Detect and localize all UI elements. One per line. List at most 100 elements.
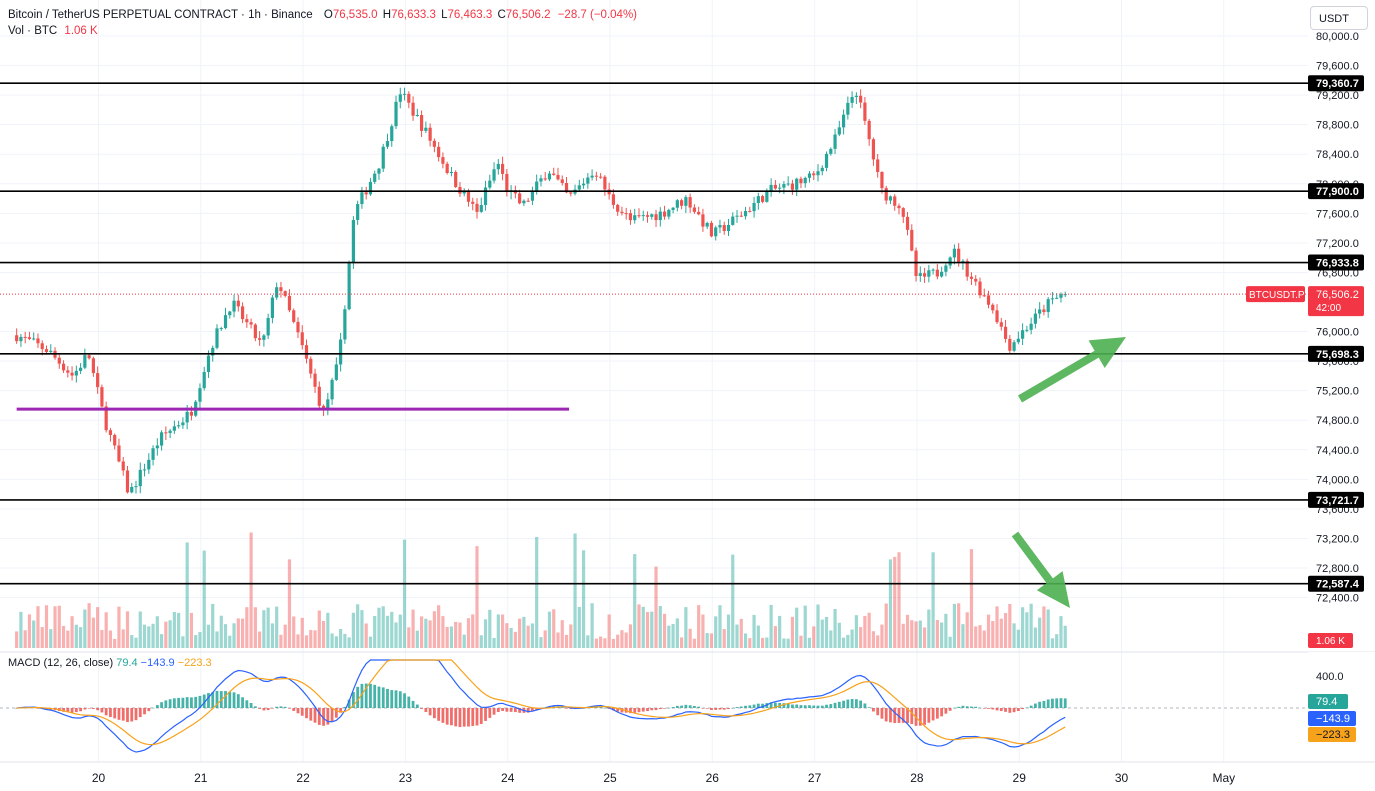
- macd-histogram-bar: [96, 708, 100, 711]
- macd-histogram-bar: [765, 703, 769, 708]
- candle-body: [407, 93, 411, 103]
- volume-bar: [330, 633, 334, 648]
- level-price-label: 77,900.0: [1316, 186, 1359, 198]
- candle-body: [432, 140, 436, 147]
- candle-body: [368, 181, 373, 195]
- volume-label[interactable]: Vol · BTC: [8, 25, 58, 37]
- candle-body: [897, 205, 901, 209]
- candle-body: [1008, 338, 1012, 351]
- time-axis: 20 21 22 23 24 25 26 27 28 29 30 May: [0, 761, 1375, 785]
- up-arrow-annotation: [1017, 337, 1126, 403]
- candle-body: [334, 364, 338, 380]
- macd-histogram-bar: [603, 707, 607, 709]
- candle-body: [709, 222, 714, 237]
- macd-histogram-bar: [509, 708, 513, 712]
- macd-histogram-bar: [974, 706, 978, 708]
- volume-bar: [488, 609, 492, 648]
- volume-bar: [773, 626, 777, 648]
- macd-histogram-bar: [241, 697, 244, 708]
- candle-body: [662, 211, 667, 217]
- candle-body: [142, 469, 147, 471]
- volume-bar: [743, 633, 748, 648]
- volume-bar: [641, 606, 645, 648]
- candle-body: [803, 177, 807, 184]
- volume-bar: [590, 603, 594, 648]
- volume-bar: [134, 637, 138, 648]
- volume-bar: [1012, 623, 1016, 648]
- volume-bar: [854, 615, 858, 648]
- macd-histogram-bar: [91, 708, 95, 709]
- volume-bar: [1025, 612, 1029, 648]
- volume-tag: [1308, 633, 1353, 648]
- macd-histogram-bar: [897, 708, 901, 723]
- x-tick-label: May: [1212, 771, 1235, 785]
- candle-body: [816, 171, 820, 176]
- macd-histogram-bar: [351, 692, 355, 708]
- macd-histogram-bar: [688, 705, 692, 708]
- candle-body: [360, 192, 364, 205]
- macd-histogram-bar: [1042, 700, 1046, 708]
- candle-body: [211, 347, 215, 356]
- candle-body: [628, 213, 633, 221]
- macd-histogram-bar: [773, 702, 777, 708]
- macd-histogram-bar: [607, 708, 611, 709]
- currency-button[interactable]: USDT: [1310, 6, 1368, 30]
- volume-bar: [995, 606, 999, 648]
- volume-bar: [1042, 606, 1046, 648]
- macd-histogram-bar: [488, 708, 492, 718]
- candle-body: [330, 379, 334, 400]
- x-tick-label: 28: [910, 771, 924, 785]
- macd-histogram-bar: [795, 704, 799, 708]
- macd-histogram-bar: [535, 708, 539, 710]
- candle-body: [722, 225, 726, 232]
- volume-bar: [32, 620, 36, 648]
- macd-histogram-bar: [394, 690, 398, 708]
- macd-histogram-bar: [207, 693, 210, 708]
- volume-bar: [658, 606, 662, 648]
- candle-body: [1003, 326, 1008, 339]
- volume-bar: [125, 611, 130, 648]
- macd-histogram-bar: [701, 708, 705, 709]
- macd-histogram-bar: [565, 708, 568, 709]
- candle-body: [735, 215, 739, 217]
- volume-bar: [940, 622, 944, 648]
- macd-histogram-bar: [177, 697, 181, 708]
- macd-histogram-bar: [245, 700, 249, 708]
- volume-bar: [667, 625, 671, 648]
- volume-bar: [986, 614, 991, 648]
- candle-body: [415, 115, 419, 117]
- volume-bar: [867, 612, 871, 648]
- candle-body: [458, 186, 462, 194]
- macd-histogram-bar: [889, 708, 892, 723]
- candle-body: [492, 169, 496, 181]
- volume-bar: [752, 614, 756, 648]
- candle-body: [100, 387, 104, 407]
- candle-body: [437, 146, 441, 158]
- volume-bar: [880, 624, 884, 648]
- candle-body: [641, 215, 645, 217]
- symbol-title[interactable]: Bitcoin / TetherUS PERPETUAL CONTRACT · …: [8, 9, 313, 21]
- y-tick-label: 79,200.0: [1316, 90, 1359, 102]
- candle-body: [824, 153, 829, 168]
- volume-bar: [202, 550, 206, 648]
- candle-body: [445, 163, 449, 174]
- candle-body: [739, 215, 743, 217]
- volume-bar: [313, 630, 317, 648]
- macd-histogram-bar: [854, 699, 858, 708]
- macd-histogram-bar: [313, 708, 317, 723]
- volume-bar: [390, 611, 394, 648]
- volume-bar: [57, 605, 61, 648]
- volume-bar: [709, 633, 714, 648]
- grid: [0, 0, 1308, 762]
- volume-bar: [645, 612, 650, 648]
- macd-histogram-bar: [923, 708, 926, 725]
- candle-body: [232, 300, 236, 312]
- candle-body: [547, 173, 552, 180]
- volume-bar: [402, 539, 407, 648]
- candle-body: [462, 190, 466, 194]
- volume-bar: [232, 623, 236, 648]
- open-value: 76,535.0: [332, 9, 378, 21]
- candle-body: [138, 469, 142, 487]
- volume-bar: [731, 554, 735, 648]
